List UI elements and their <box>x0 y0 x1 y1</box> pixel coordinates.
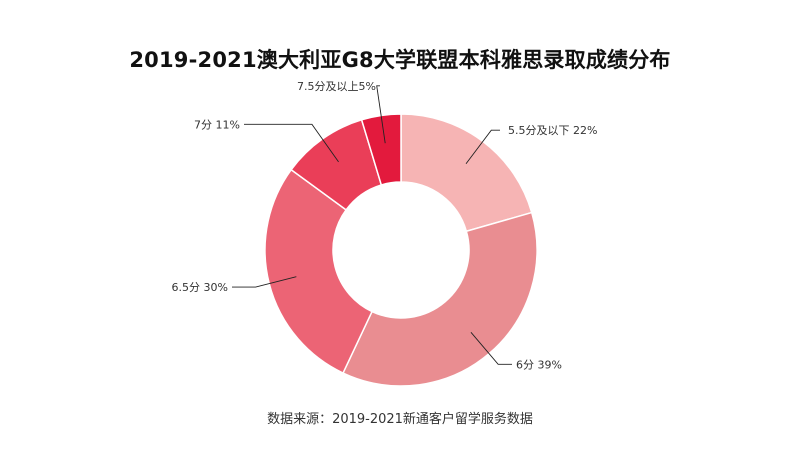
donut-slice[interactable] <box>400 113 533 233</box>
chart-title: 2019-2021澳大利亚G8大学联盟本科雅思录取成绩分布 <box>129 48 671 72</box>
leader-line-group <box>232 85 512 365</box>
donut-slice[interactable] <box>360 113 402 186</box>
source-note: 数据来源：2019-2021新通客户留学服务数据 <box>267 412 533 427</box>
data-label: 5.5分及以下 22% <box>508 124 597 137</box>
donut-slice[interactable] <box>342 211 538 387</box>
slice-group <box>264 113 538 387</box>
donut-slice[interactable] <box>264 168 374 375</box>
data-label: 7分 11% <box>194 118 240 131</box>
data-label: 7.5分及以上5% <box>297 80 376 93</box>
data-label: 6分 39% <box>516 358 562 371</box>
leader-line <box>244 123 339 163</box>
leader-line <box>465 129 500 165</box>
leader-line <box>470 331 512 365</box>
data-label: 6.5分 30% <box>172 281 228 294</box>
leader-line <box>376 85 386 144</box>
data-label-group: 5.5分及以下 22% 6分 39% 6.5分 30% 7分 11% 7.5分及以上5% <box>172 80 598 371</box>
leader-line <box>232 276 297 288</box>
